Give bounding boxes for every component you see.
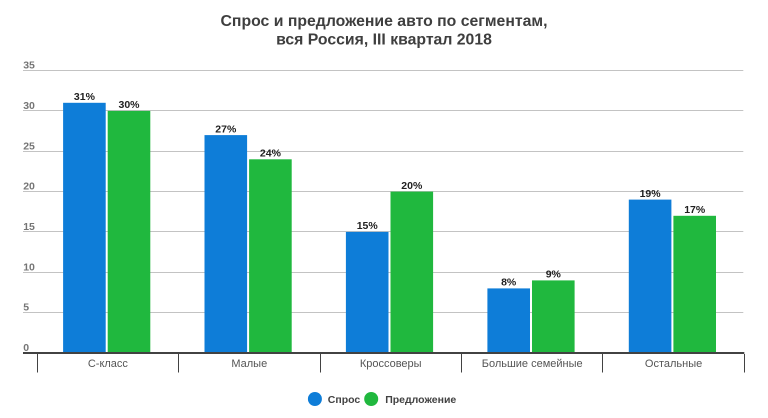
- svg-text:20%: 20%: [401, 180, 423, 192]
- svg-text:24%: 24%: [260, 148, 282, 160]
- svg-text:8%: 8%: [501, 277, 517, 289]
- svg-text:15%: 15%: [357, 220, 379, 232]
- svg-text:35: 35: [23, 60, 35, 72]
- svg-text:10: 10: [23, 261, 35, 273]
- svg-text:Спрос и предложение авто по се: Спрос и предложение авто по сегментам,: [221, 13, 548, 30]
- svg-text:30%: 30%: [118, 99, 140, 111]
- svg-text:30: 30: [23, 100, 35, 112]
- svg-text:Остальные: Остальные: [645, 358, 702, 370]
- svg-text:5: 5: [23, 302, 29, 314]
- svg-text:вся Россия, III квартал 2018: вся Россия, III квартал 2018: [276, 32, 492, 49]
- svg-text:9%: 9%: [546, 269, 562, 281]
- svg-text:19%: 19%: [640, 188, 662, 200]
- svg-text:Кроссоверы: Кроссоверы: [360, 358, 422, 370]
- svg-text:25: 25: [23, 140, 35, 152]
- svg-text:17%: 17%: [684, 204, 706, 216]
- svg-text:Предложение: Предложение: [385, 394, 456, 406]
- svg-text:20: 20: [23, 181, 35, 193]
- svg-text:Малые: Малые: [231, 358, 267, 370]
- svg-text:С-класс: С-класс: [88, 358, 129, 370]
- svg-text:0: 0: [23, 342, 29, 354]
- svg-text:Спрос: Спрос: [328, 394, 361, 406]
- svg-text:15: 15: [23, 221, 35, 233]
- svg-text:31%: 31%: [74, 91, 96, 103]
- svg-text:Большие семейные: Большие семейные: [482, 358, 583, 370]
- svg-text:27%: 27%: [215, 123, 237, 135]
